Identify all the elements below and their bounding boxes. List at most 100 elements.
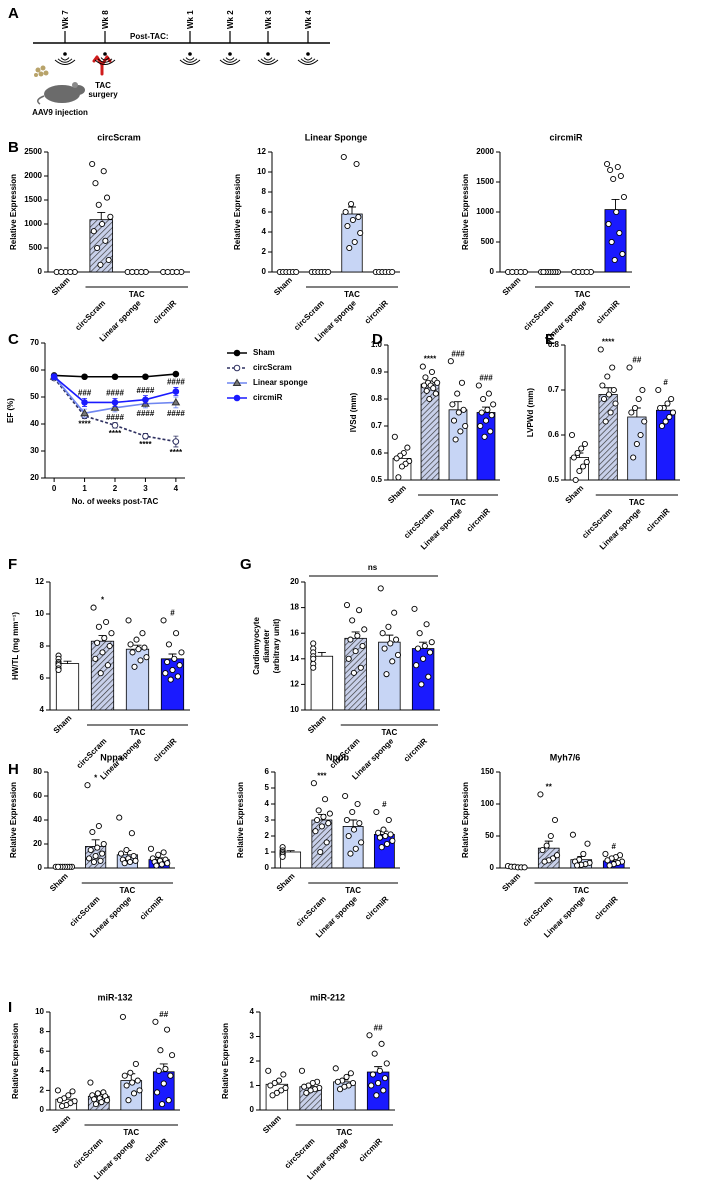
panel-label: G (240, 556, 252, 573)
x-tick-label: Sham (306, 714, 328, 736)
antibody-icon (92, 55, 112, 76)
data-point (131, 663, 138, 670)
marker (81, 399, 88, 406)
significance-label: ### (479, 374, 493, 383)
data-point (59, 1103, 66, 1110)
data-point (91, 1096, 98, 1103)
data-point (312, 828, 319, 835)
data-point (378, 1040, 385, 1047)
chart-title: Nppb (326, 752, 349, 762)
data-point (340, 153, 347, 161)
x-tick-label: circmiR (151, 298, 178, 325)
data-point (411, 605, 418, 612)
chart-title: Linear Sponge (305, 132, 368, 142)
data-point (136, 1087, 143, 1094)
data-point (350, 669, 357, 676)
data-point (94, 244, 101, 252)
y-tick-label: 0 (250, 1105, 255, 1114)
aav-icon (34, 65, 49, 77)
data-point (358, 839, 365, 846)
data-point (452, 436, 459, 443)
data-point (141, 644, 148, 651)
data-point (606, 862, 613, 869)
bar (627, 416, 647, 481)
data-point (350, 826, 358, 833)
group-label: TAC (575, 290, 591, 299)
data-point (607, 409, 614, 416)
data-point (343, 601, 351, 609)
data-point (127, 641, 134, 648)
x-tick-label: circmiR (465, 506, 492, 533)
echo-icon (94, 59, 116, 65)
surgery-label: surgery (88, 90, 118, 99)
data-point (580, 850, 587, 857)
data-point (167, 676, 174, 683)
panel-label: C (8, 331, 19, 348)
data-point (164, 268, 171, 276)
y-tick-label: 10 (35, 609, 44, 618)
data-point (320, 813, 327, 820)
y-axis-label: Relative Expression (461, 174, 470, 250)
group-label: TAC (123, 1128, 139, 1137)
x-tick-label: Sham (50, 1114, 72, 1136)
y-tick-label: 1500 (24, 195, 42, 204)
data-point (125, 1097, 132, 1104)
y-tick-label: 18 (290, 603, 299, 612)
data-point (655, 386, 662, 394)
data-point (97, 261, 104, 268)
data-point (610, 386, 617, 394)
y-tick-label: 0 (262, 267, 267, 276)
data-point (353, 160, 360, 168)
data-point (669, 409, 677, 416)
y-tick-label: 0 (38, 267, 43, 276)
significance-label: ## (159, 1010, 168, 1019)
echo-icon (188, 52, 192, 56)
data-point (610, 175, 617, 183)
timeline-tick-label: Wk 8 (101, 10, 110, 29)
y-tick-label: 0 (490, 267, 495, 276)
data-point (337, 1086, 344, 1093)
data-point (155, 1067, 162, 1074)
chart-title: miR-212 (310, 992, 345, 1002)
x-tick-label: 2 (113, 484, 118, 493)
y-axis-label: Relative Expression (221, 1023, 230, 1099)
data-point (101, 634, 108, 642)
x-tick-label: circmiR (357, 1136, 384, 1163)
significance-label: #### (106, 388, 124, 397)
y-tick-label: 6 (262, 207, 267, 216)
data-point (97, 670, 104, 677)
echo-icon (257, 59, 279, 65)
data-point (599, 382, 606, 389)
y-tick-label: 0.5 (548, 475, 560, 484)
data-point (95, 822, 102, 830)
echo-icon (263, 57, 273, 61)
data-point (385, 816, 392, 824)
significance-label: **** (424, 355, 437, 364)
echo-icon (185, 57, 195, 61)
data-point (455, 409, 462, 416)
echo-icon (57, 58, 73, 63)
data-point (517, 268, 524, 276)
timeline-tick-label: Wk 2 (226, 10, 235, 29)
y-axis-label: Relative Expression (236, 782, 245, 858)
echo-icon (297, 59, 319, 65)
data-point (280, 1071, 287, 1078)
data-point (631, 404, 639, 412)
data-point (480, 395, 487, 403)
group-label: TAC (336, 1128, 352, 1137)
data-point (541, 858, 548, 865)
data-point (383, 840, 391, 848)
data-point (537, 791, 544, 798)
significance-label: **** (170, 448, 183, 457)
y-tick-label: 20 (33, 839, 42, 848)
echo-icon (228, 52, 232, 56)
data-point (432, 390, 439, 397)
y-tick-label: 0 (38, 863, 43, 872)
y-axis-label: Relative Expression (9, 782, 18, 858)
data-point (604, 373, 611, 380)
data-point (421, 382, 428, 389)
data-point (107, 213, 114, 220)
data-point (128, 830, 135, 837)
data-point (160, 617, 167, 624)
data-point (173, 268, 180, 276)
